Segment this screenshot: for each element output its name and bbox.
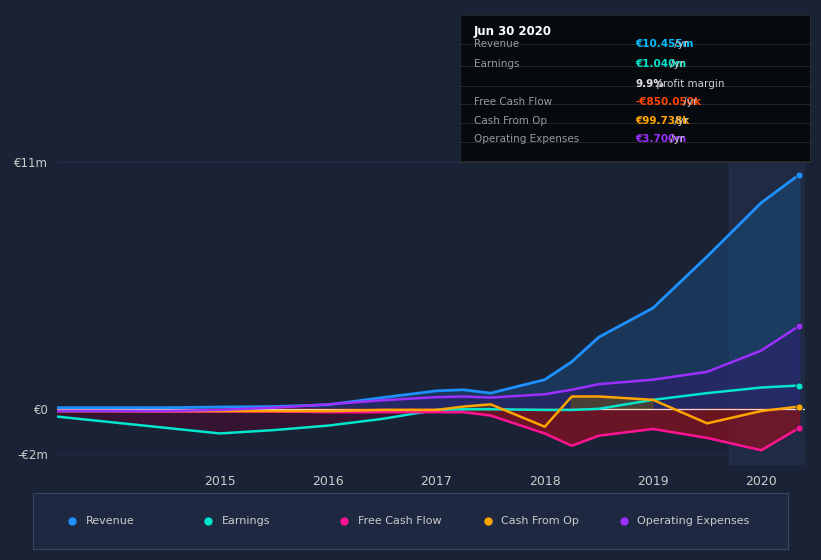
Text: Cash From Op: Cash From Op bbox=[474, 116, 547, 125]
Text: -€850.050k: -€850.050k bbox=[635, 97, 701, 108]
Text: €3.700m: €3.700m bbox=[635, 134, 686, 144]
Text: Revenue: Revenue bbox=[85, 516, 135, 526]
Text: /yr: /yr bbox=[681, 97, 698, 108]
Text: profit margin: profit margin bbox=[654, 79, 725, 89]
Text: Free Cash Flow: Free Cash Flow bbox=[474, 97, 553, 108]
Text: Operating Expenses: Operating Expenses bbox=[474, 134, 580, 144]
Text: Revenue: Revenue bbox=[474, 39, 519, 49]
Text: 9.9%: 9.9% bbox=[635, 79, 663, 89]
Text: /yr: /yr bbox=[667, 134, 684, 144]
Text: /yr: /yr bbox=[667, 59, 684, 69]
Text: €99.738k: €99.738k bbox=[635, 116, 690, 125]
Text: €1.040m: €1.040m bbox=[635, 59, 686, 69]
Text: Operating Expenses: Operating Expenses bbox=[637, 516, 750, 526]
Text: Earnings: Earnings bbox=[222, 516, 270, 526]
Text: Earnings: Earnings bbox=[474, 59, 520, 69]
Bar bbox=[729, 129, 805, 465]
Text: Free Cash Flow: Free Cash Flow bbox=[358, 516, 441, 526]
Text: Jun 30 2020: Jun 30 2020 bbox=[474, 25, 552, 38]
Text: /yr: /yr bbox=[672, 39, 689, 49]
Text: Cash From Op: Cash From Op bbox=[501, 516, 579, 526]
Text: €10.455m: €10.455m bbox=[635, 39, 694, 49]
Text: /yr: /yr bbox=[672, 116, 689, 125]
